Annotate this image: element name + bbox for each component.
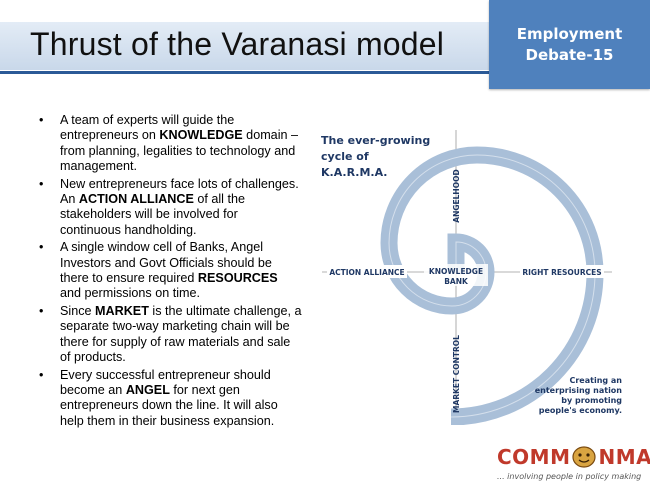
diagram-tagline: Creating an enterprising nation by promo… [520, 376, 622, 416]
center-label-bg [424, 264, 488, 286]
diagram-title-line-1: The ever-growing [321, 134, 431, 147]
label-angelhood: ANGELHOOD [452, 169, 461, 222]
resources-label-bg [520, 265, 604, 278]
badge-line-2: Debate-15 [525, 45, 614, 64]
label-right-resources: RIGHT RESOURCES [522, 268, 601, 277]
bullet-item: A team of experts will guide the entrepr… [37, 113, 302, 175]
diagram-title: The ever-growing cycle of K.A.R.M.A. [321, 133, 430, 181]
diagram-title-line-3: K.A.R.M.A. [321, 166, 388, 179]
slide-title: Thrust of the Varanasi model [30, 26, 445, 62]
logo-tagline: ... involving people in policy making [497, 472, 642, 481]
tagline-line-3: by promoting [561, 396, 622, 405]
bullet-item: Since MARKET is the ultimate challenge, … [37, 304, 302, 366]
label-action-alliance: ACTION ALLIANCE [329, 268, 404, 277]
tagline-line-2: enterprising nation [534, 386, 622, 395]
logo-text-left: COMM [497, 445, 571, 469]
event-badge: Employment Debate-15 [489, 0, 650, 89]
face-emblem-icon [572, 446, 597, 468]
commonman-logo: COMM NMAN ... involving people in policy… [497, 445, 650, 481]
diagram-title-line-2: cycle of [321, 150, 369, 163]
tagline-line-1: Creating an [569, 376, 622, 385]
label-market-control: MARKET CONTROL [452, 335, 461, 413]
badge-line-1: Employment [516, 24, 623, 43]
bullet-list: A team of experts will guide the entrepr… [37, 113, 302, 431]
center-label-line-2: BANK [444, 277, 469, 286]
karma-spiral-diagram: KNOWLEDGE BANK ACTION ALLIANCE RIGHT RES… [322, 130, 612, 425]
logo-text-right: NMAN [598, 445, 650, 469]
bullet-item: A single window cell of Banks, Angel Inv… [37, 240, 302, 302]
spiral-edge [388, 154, 596, 418]
bullet-item: Every successful entrepreneur should bec… [37, 368, 302, 430]
action-label-bg [327, 265, 407, 278]
bullet-item: New entrepreneurs face lots of challenge… [37, 177, 302, 239]
tagline-line-4: people's economy. [538, 406, 622, 415]
center-label-line-1: KNOWLEDGE [429, 267, 483, 276]
